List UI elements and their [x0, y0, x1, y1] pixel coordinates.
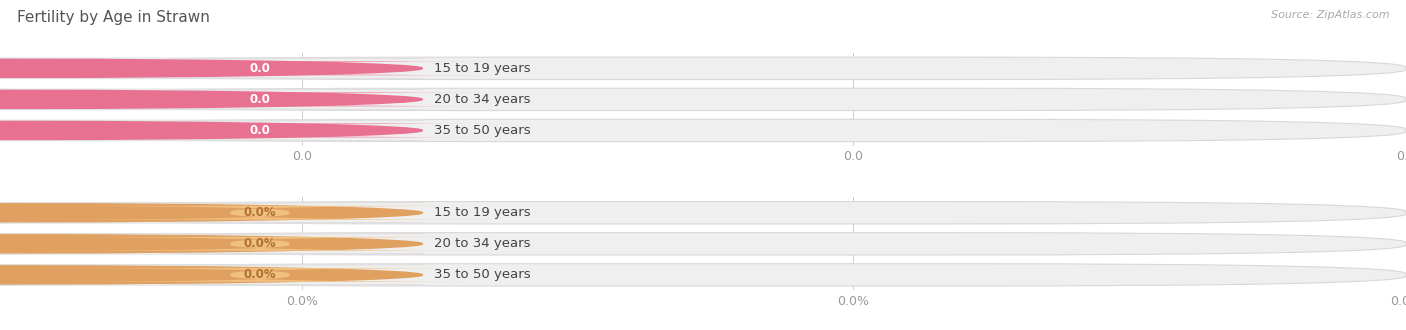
Circle shape	[0, 90, 422, 109]
Text: 0.0%: 0.0%	[243, 268, 276, 281]
FancyBboxPatch shape	[0, 203, 425, 223]
Circle shape	[0, 204, 422, 222]
FancyBboxPatch shape	[0, 264, 1406, 286]
Text: 0.0%: 0.0%	[243, 237, 276, 250]
Text: Source: ZipAtlas.com: Source: ZipAtlas.com	[1271, 10, 1389, 20]
Text: 0.0: 0.0	[249, 62, 270, 75]
FancyBboxPatch shape	[22, 92, 498, 106]
FancyBboxPatch shape	[0, 89, 425, 110]
Text: 0.0: 0.0	[249, 93, 270, 106]
Text: 20 to 34 years: 20 to 34 years	[433, 93, 530, 106]
FancyBboxPatch shape	[22, 206, 498, 220]
Text: 15 to 19 years: 15 to 19 years	[433, 206, 530, 219]
Circle shape	[0, 235, 422, 253]
FancyBboxPatch shape	[0, 234, 425, 254]
FancyBboxPatch shape	[0, 119, 1406, 142]
FancyBboxPatch shape	[22, 237, 498, 251]
Text: 20 to 34 years: 20 to 34 years	[433, 237, 530, 250]
FancyBboxPatch shape	[0, 202, 1406, 224]
Circle shape	[0, 59, 422, 77]
Text: 0.0%: 0.0%	[243, 206, 276, 219]
Text: 35 to 50 years: 35 to 50 years	[433, 124, 530, 137]
Circle shape	[0, 266, 422, 284]
Text: 15 to 19 years: 15 to 19 years	[433, 62, 530, 75]
Text: Fertility by Age in Strawn: Fertility by Age in Strawn	[17, 10, 209, 25]
FancyBboxPatch shape	[0, 265, 425, 285]
FancyBboxPatch shape	[22, 123, 498, 137]
Text: 0.0: 0.0	[249, 124, 270, 137]
FancyBboxPatch shape	[0, 120, 425, 141]
FancyBboxPatch shape	[0, 88, 1406, 111]
FancyBboxPatch shape	[22, 61, 498, 75]
FancyBboxPatch shape	[22, 268, 498, 282]
FancyBboxPatch shape	[0, 58, 425, 79]
FancyBboxPatch shape	[0, 57, 1406, 80]
Text: 35 to 50 years: 35 to 50 years	[433, 268, 530, 281]
Circle shape	[0, 121, 422, 140]
FancyBboxPatch shape	[0, 233, 1406, 255]
